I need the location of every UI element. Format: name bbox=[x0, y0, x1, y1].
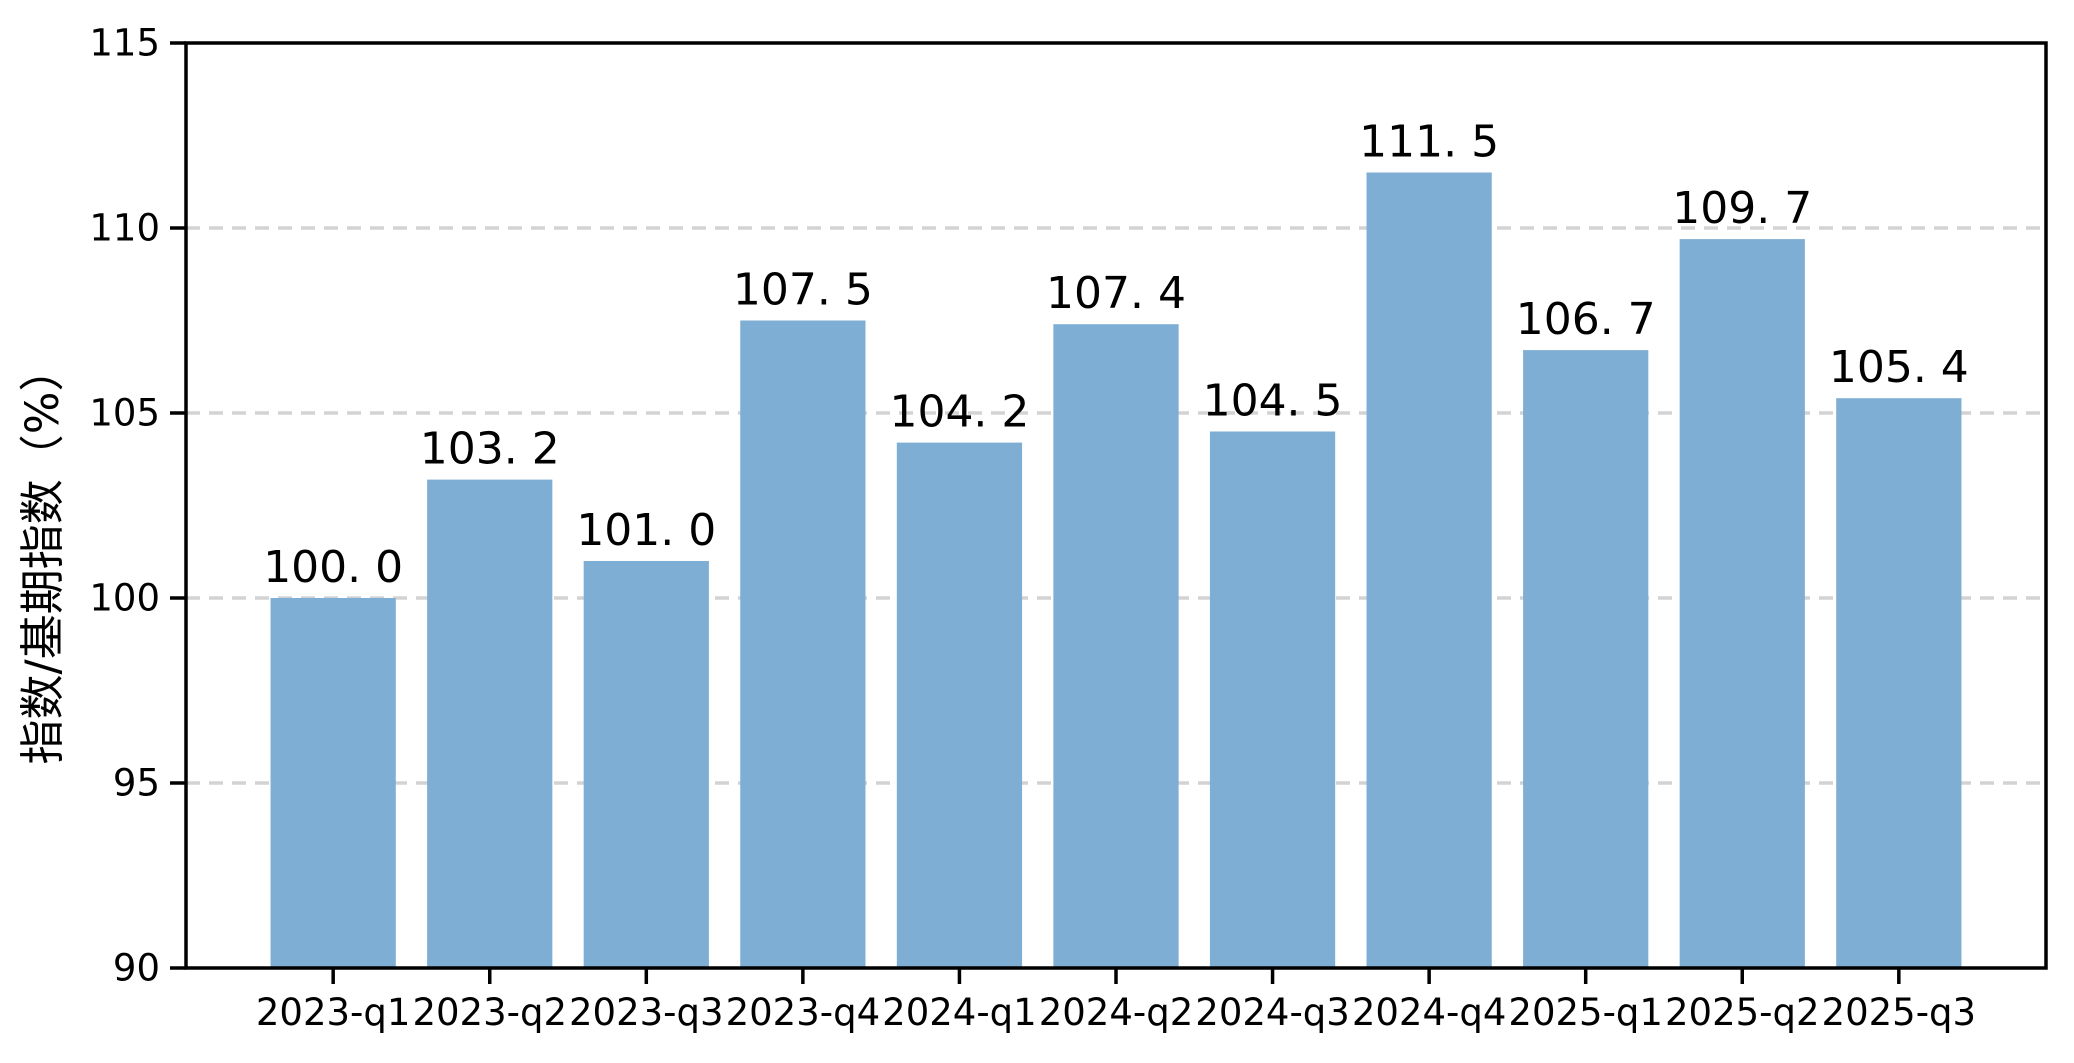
y-tick-label: 115 bbox=[89, 22, 160, 65]
bar bbox=[1366, 172, 1492, 968]
bar-value-label: 103. 2 bbox=[420, 424, 560, 475]
bar bbox=[1679, 239, 1805, 969]
bar-value-label: 109. 7 bbox=[1672, 183, 1812, 234]
bar bbox=[1836, 398, 1962, 968]
bar bbox=[1523, 350, 1649, 969]
x-tick-label: 2025-q2 bbox=[1665, 991, 1820, 1034]
y-tick-label: 95 bbox=[113, 762, 160, 805]
x-tick-label: 2024-q1 bbox=[882, 991, 1037, 1034]
bar bbox=[583, 561, 709, 968]
x-tick-label: 2023-q3 bbox=[569, 991, 724, 1034]
bar-value-label: 104. 5 bbox=[1203, 376, 1343, 427]
x-tick-label: 2023-q4 bbox=[726, 991, 881, 1034]
bar bbox=[427, 479, 553, 968]
y-tick-label: 100 bbox=[89, 577, 160, 620]
bar bbox=[740, 320, 866, 968]
x-tick-label: 2023-q2 bbox=[412, 991, 567, 1034]
bar-value-label: 100. 0 bbox=[263, 542, 403, 593]
x-tick-label: 2024-q2 bbox=[1039, 991, 1194, 1034]
bar-value-label: 104. 2 bbox=[889, 387, 1029, 438]
bar-value-label: 107. 5 bbox=[733, 265, 873, 316]
y-tick-label: 110 bbox=[89, 207, 160, 250]
x-tick-label: 2025-q3 bbox=[1822, 991, 1977, 1034]
bar-value-label: 107. 4 bbox=[1046, 268, 1186, 319]
bar-value-label: 111. 5 bbox=[1359, 117, 1499, 168]
bar bbox=[1053, 324, 1179, 968]
bar bbox=[896, 442, 1023, 969]
y-axis-title: 指数/基期指数（%） bbox=[16, 347, 69, 765]
bar-value-label: 106. 7 bbox=[1516, 294, 1656, 345]
x-tick-label: 2023-q1 bbox=[256, 991, 411, 1034]
bar bbox=[1209, 431, 1336, 968]
x-tick-label: 2024-q3 bbox=[1195, 991, 1350, 1034]
y-tick-label: 105 bbox=[89, 392, 160, 435]
y-tick-label: 90 bbox=[113, 947, 160, 990]
bar bbox=[270, 598, 396, 968]
x-tick-label: 2025-q1 bbox=[1508, 991, 1663, 1034]
x-tick-label: 2024-q4 bbox=[1352, 991, 1507, 1034]
bar-value-label: 101. 0 bbox=[576, 505, 716, 556]
bar-value-label: 105. 4 bbox=[1829, 342, 1969, 393]
